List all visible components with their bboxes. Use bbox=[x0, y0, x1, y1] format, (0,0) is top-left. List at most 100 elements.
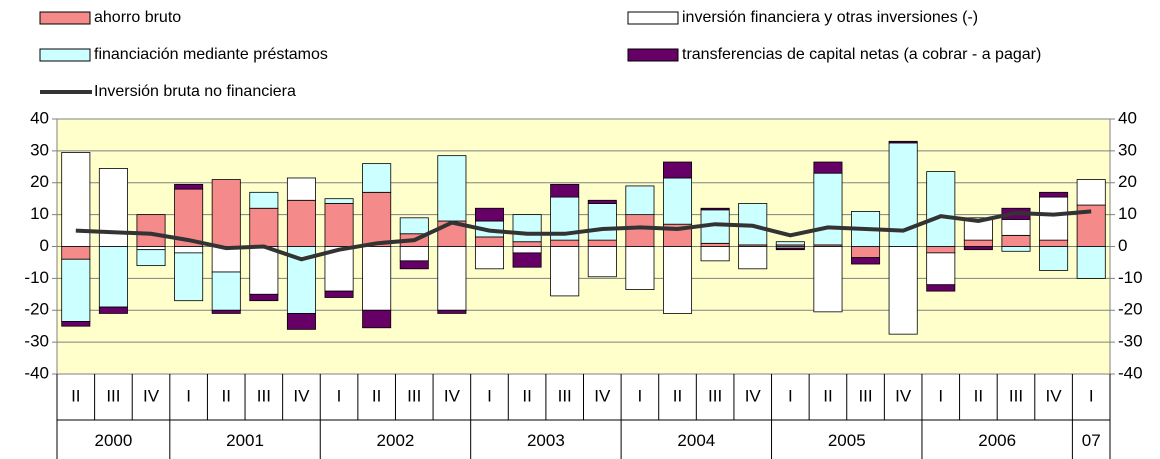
bar bbox=[437, 155, 467, 222]
bar bbox=[98, 246, 128, 308]
bar bbox=[324, 198, 354, 204]
x-tick-label: III bbox=[858, 386, 872, 405]
bar bbox=[286, 313, 316, 330]
bar bbox=[399, 246, 429, 262]
y-tick-label: -10 bbox=[24, 268, 49, 287]
y2-tick-label: -40 bbox=[1118, 363, 1143, 382]
bar bbox=[98, 306, 128, 314]
y-tick-label: -30 bbox=[24, 332, 49, 351]
x-tick-label: IV bbox=[143, 386, 160, 405]
legend-swatch bbox=[627, 48, 679, 62]
x-tick-label: IV bbox=[293, 386, 310, 405]
y2-tick-label: 10 bbox=[1118, 204, 1137, 223]
bar bbox=[249, 246, 279, 295]
bar bbox=[851, 257, 881, 265]
bar bbox=[474, 236, 504, 247]
bar bbox=[211, 309, 241, 314]
bar bbox=[98, 168, 128, 247]
bar bbox=[61, 258, 91, 322]
bar bbox=[174, 252, 204, 302]
x-tick-label: II bbox=[673, 386, 682, 405]
bar bbox=[61, 321, 91, 327]
bar bbox=[249, 293, 279, 302]
legend-label: financiación mediante préstamos bbox=[94, 46, 328, 63]
x-tick-label: III bbox=[708, 386, 722, 405]
bar bbox=[362, 246, 392, 311]
y-tick-label: 10 bbox=[30, 204, 49, 223]
bar bbox=[136, 249, 166, 267]
x-tick-label: I bbox=[638, 386, 643, 405]
bar bbox=[136, 246, 166, 251]
bar bbox=[211, 179, 241, 247]
x-tick-label: IV bbox=[895, 386, 912, 405]
bar bbox=[587, 203, 617, 241]
x-tick-label: I bbox=[487, 386, 492, 405]
legend-label: transferencias de capital netas (a cobra… bbox=[682, 46, 1041, 63]
y2-tick-label: 20 bbox=[1118, 172, 1137, 191]
bar bbox=[587, 199, 617, 204]
y2-tick-label: 40 bbox=[1118, 108, 1137, 127]
y2-tick-label: 30 bbox=[1118, 140, 1137, 159]
year-label: 2005 bbox=[828, 431, 866, 450]
bar bbox=[625, 214, 655, 247]
bar bbox=[211, 246, 241, 273]
bar bbox=[1001, 246, 1031, 252]
x-tick-label: IV bbox=[444, 386, 461, 405]
bar bbox=[926, 252, 956, 286]
bar bbox=[512, 246, 542, 254]
bar bbox=[926, 171, 956, 247]
year-label: 2002 bbox=[377, 431, 415, 450]
bar bbox=[512, 252, 542, 268]
bar bbox=[512, 214, 542, 243]
x-tick-label: I bbox=[938, 386, 943, 405]
bar bbox=[926, 284, 956, 292]
legend-label: Inversión bruta no financiera bbox=[94, 83, 296, 100]
bar bbox=[399, 217, 429, 235]
y2-tick-label: -30 bbox=[1118, 332, 1143, 351]
bar bbox=[1076, 179, 1106, 206]
bar bbox=[474, 246, 504, 270]
bar bbox=[813, 172, 843, 246]
bar bbox=[399, 260, 429, 270]
y2-tick-label: -10 bbox=[1118, 268, 1143, 287]
year-label: 2004 bbox=[677, 431, 715, 450]
x-tick-label: III bbox=[106, 386, 120, 405]
x-tick-label: II bbox=[222, 386, 231, 405]
bar bbox=[1039, 191, 1069, 198]
bar bbox=[775, 247, 805, 251]
bar bbox=[813, 246, 843, 313]
y-tick-label: -20 bbox=[24, 300, 49, 319]
x-tick-label: III bbox=[1009, 386, 1023, 405]
bar bbox=[963, 239, 993, 247]
legend-label: inversión financiera y otras inversiones… bbox=[682, 9, 978, 26]
bar bbox=[362, 309, 392, 329]
bar bbox=[963, 246, 993, 251]
bar bbox=[324, 290, 354, 298]
x-tick-label: II bbox=[71, 386, 80, 405]
y2-tick-label: -20 bbox=[1118, 300, 1143, 319]
bar bbox=[324, 203, 354, 247]
year-label: 2003 bbox=[527, 431, 565, 450]
year-label: 2006 bbox=[978, 431, 1016, 450]
bar bbox=[738, 246, 768, 270]
x-tick-label: III bbox=[407, 386, 421, 405]
bar bbox=[663, 161, 693, 179]
legend-swatch bbox=[39, 48, 91, 62]
legend-swatch bbox=[627, 11, 679, 25]
x-tick-label: I bbox=[1089, 386, 1094, 405]
x-tick-label: IV bbox=[594, 386, 611, 405]
bar bbox=[663, 246, 693, 314]
year-label: 2001 bbox=[226, 431, 264, 450]
bar bbox=[963, 217, 993, 241]
bar bbox=[888, 246, 918, 335]
x-tick-label: II bbox=[522, 386, 531, 405]
x-tick-label: I bbox=[337, 386, 342, 405]
bar bbox=[663, 177, 693, 225]
x-tick-label: I bbox=[788, 386, 793, 405]
bar bbox=[587, 246, 617, 278]
bar bbox=[550, 239, 580, 247]
bar bbox=[775, 241, 805, 246]
bar bbox=[1001, 219, 1031, 236]
bar bbox=[851, 246, 881, 259]
x-tick-label: II bbox=[823, 386, 832, 405]
